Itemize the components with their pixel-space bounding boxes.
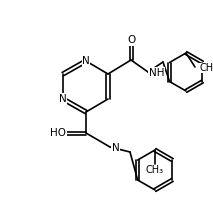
Text: CH₃: CH₃ bbox=[199, 63, 213, 73]
Text: N: N bbox=[82, 56, 90, 66]
Text: HO: HO bbox=[50, 128, 66, 138]
Text: N: N bbox=[59, 94, 67, 104]
Text: CH₃: CH₃ bbox=[146, 165, 164, 175]
Text: NH: NH bbox=[149, 68, 164, 78]
Text: O: O bbox=[127, 35, 135, 45]
Text: N: N bbox=[112, 143, 120, 153]
